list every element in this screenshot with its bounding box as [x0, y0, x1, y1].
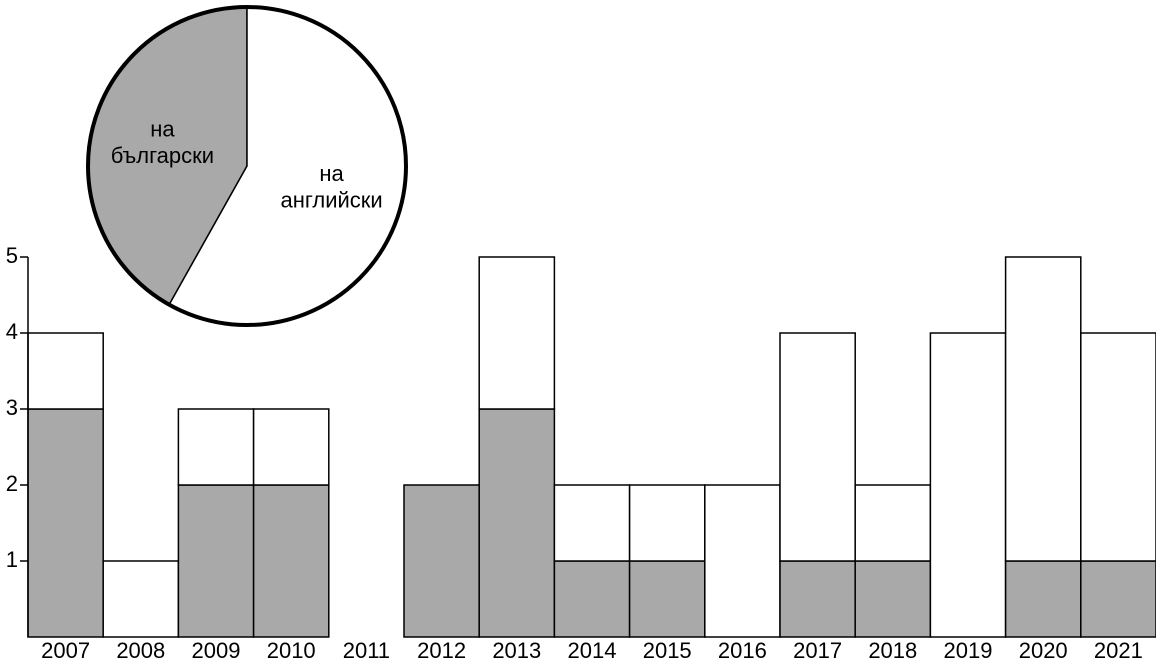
x-tick-label: 2021 [1094, 638, 1143, 663]
bar-segment [252, 408, 330, 486]
y-tick-label: 2 [6, 471, 18, 496]
pie-label: на английски [280, 161, 382, 212]
y-tick-label: 5 [6, 243, 18, 268]
bar-segment [1080, 332, 1156, 562]
bar-segment [553, 560, 631, 638]
x-tick-label: 2012 [417, 638, 466, 663]
x-tick-label: 2013 [492, 638, 541, 663]
y-tick-label: 1 [6, 547, 18, 572]
x-tick-label: 2018 [868, 638, 917, 663]
bar-segment [478, 256, 556, 410]
x-tick-label: 2020 [1019, 638, 1068, 663]
x-tick-label: 2019 [944, 638, 993, 663]
x-tick-label: 2011 [343, 638, 390, 663]
bar-segment [403, 484, 480, 638]
bar-segment [628, 484, 706, 562]
bar-segment [102, 560, 180, 638]
x-tick-label: 2014 [568, 638, 617, 663]
x-tick-label: 2008 [116, 638, 165, 663]
x-tick-label: 2009 [192, 638, 241, 663]
bar-segment [854, 560, 932, 638]
bar-segment [27, 332, 104, 410]
bar-segment [929, 332, 1007, 638]
bar-segment [628, 560, 706, 638]
x-tick-label: 2017 [793, 638, 842, 663]
x-tick-label: 2007 [41, 638, 90, 663]
bar-segment [854, 484, 932, 562]
y-tick-label: 4 [6, 319, 18, 344]
bar-segment [27, 408, 104, 638]
bar-segment [1004, 256, 1082, 562]
bar-segment [704, 484, 781, 638]
bar-segment [553, 484, 631, 562]
x-tick-label: 2010 [267, 638, 316, 663]
pie-outline [86, 5, 408, 327]
bar-segment [252, 484, 330, 638]
y-tick-label: 3 [6, 395, 18, 420]
x-tick-label: 2015 [643, 638, 692, 663]
bar-segment [1080, 560, 1156, 638]
bar-segment [177, 484, 255, 638]
pie-label: на български [111, 116, 214, 167]
bar-segment [1004, 560, 1082, 638]
x-tick-label: 2016 [718, 638, 767, 663]
bar-segment [177, 408, 255, 486]
bar-segment [779, 332, 856, 562]
bar-segment [779, 560, 856, 638]
bar-segment [478, 408, 556, 638]
